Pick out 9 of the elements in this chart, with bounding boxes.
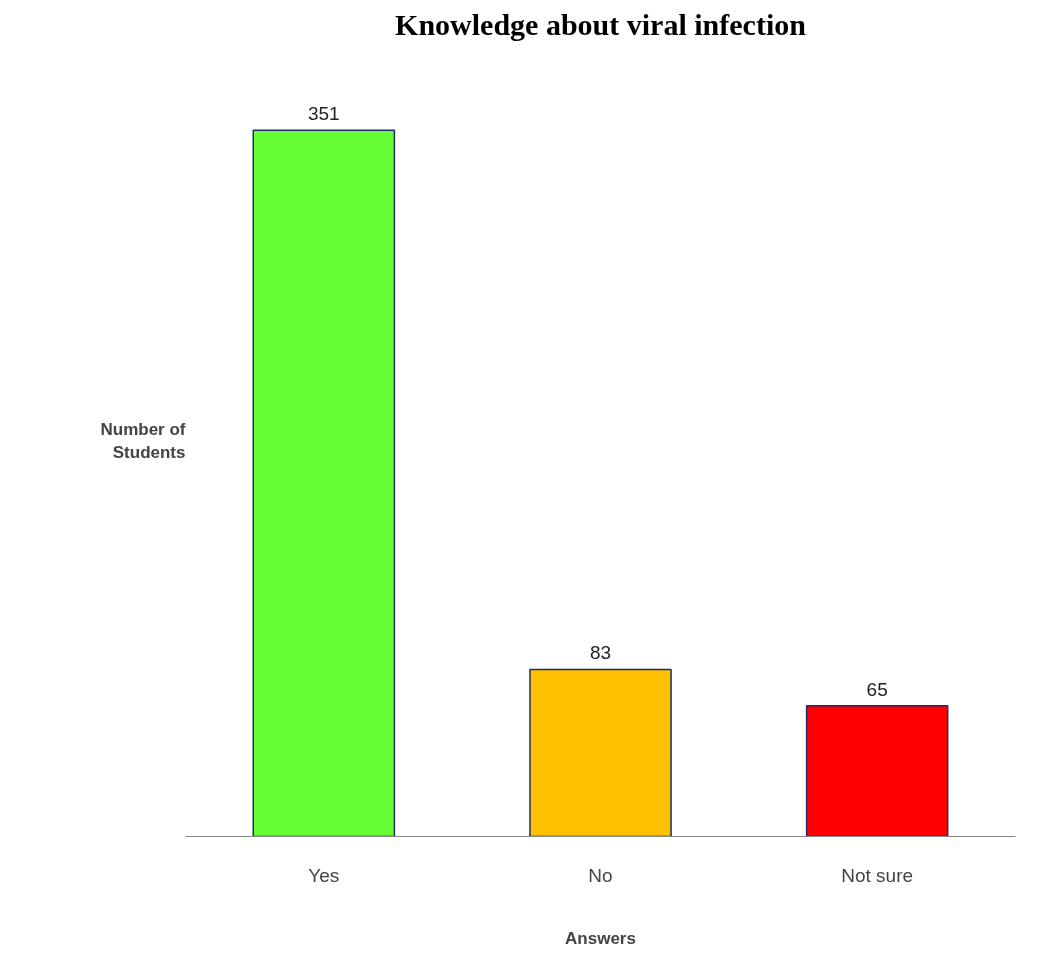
chart-title: Knowledge about viral infection (395, 7, 807, 41)
x-tick-label: Yes (308, 864, 340, 886)
x-axis-title: Answers (565, 928, 636, 948)
data-label: 65 (866, 678, 888, 700)
data-label: 351 (307, 103, 340, 125)
x-tick-label: Not sure (841, 864, 914, 886)
y-axis-title: Number of Students (100, 420, 186, 462)
x-tick-label: No (588, 864, 613, 886)
data-label: 83 (589, 642, 612, 664)
